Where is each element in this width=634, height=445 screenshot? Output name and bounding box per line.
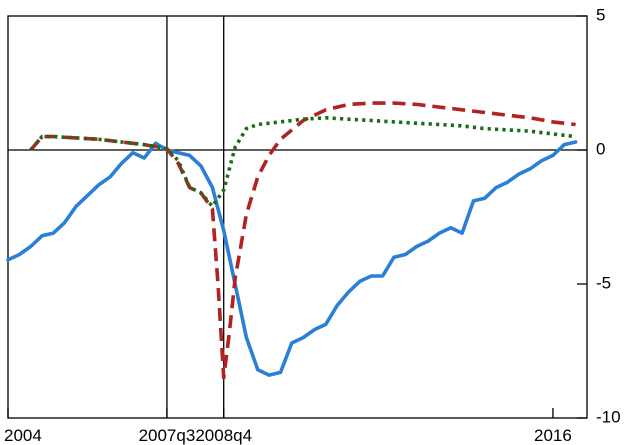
series-layer <box>6 101 578 380</box>
y-tick-label: -5 <box>596 273 611 292</box>
series-dotted-line <box>29 116 576 209</box>
x-tick-label: 2007q3 <box>139 426 196 445</box>
x-tick-label: 2008q4 <box>195 426 252 445</box>
plot-frame <box>7 15 588 419</box>
y-tick-label: 5 <box>596 5 605 24</box>
x-axis: 2004 2007q3 2008q4 2016 <box>4 408 572 445</box>
x-tick-label: 2016 <box>534 426 572 445</box>
y-tick-label: -10 <box>596 407 621 426</box>
y-tick-label: 0 <box>596 139 605 158</box>
y-axis: 5 0 -5 -10 <box>577 5 621 426</box>
reference-lines <box>8 16 587 418</box>
x-tick-label: 2004 <box>4 426 42 445</box>
series-solid-line <box>6 140 578 377</box>
